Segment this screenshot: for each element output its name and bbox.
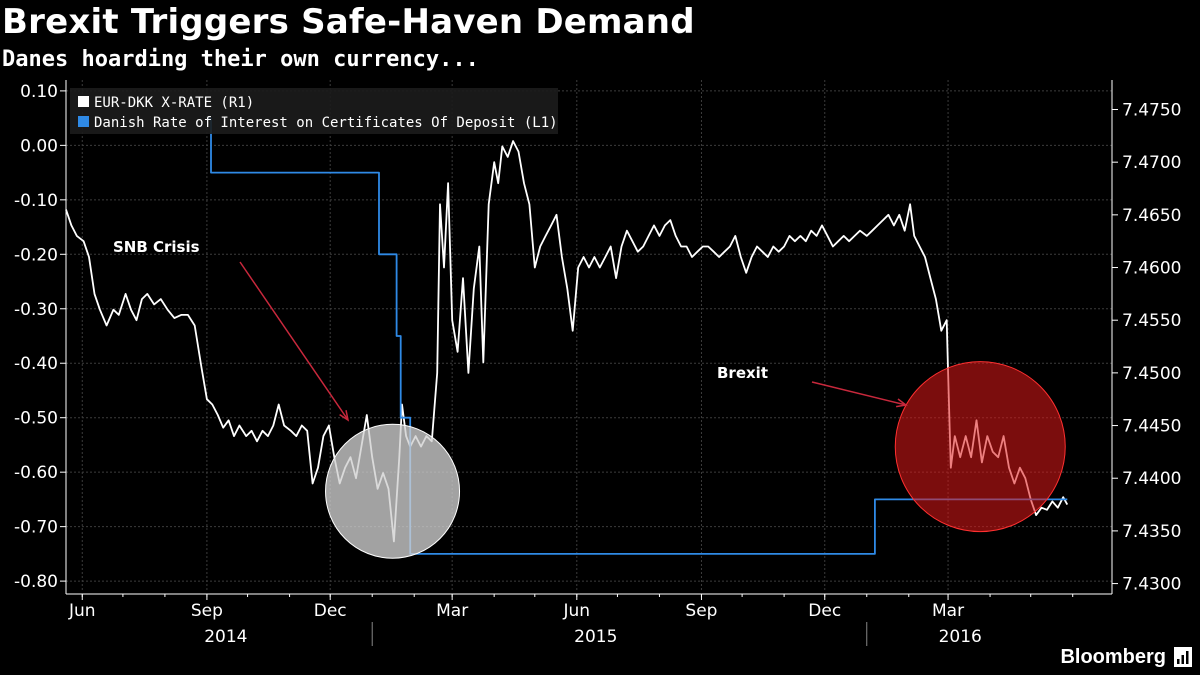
axes: 0.10 0.00 -0.10 -0.20 -0.30 -0.40 -0.50 -0.60 -0… xyxy=(14,80,1181,647)
x-tick-label: Dec xyxy=(314,601,347,621)
right-tick-label: 7.4750 xyxy=(1122,100,1181,120)
right-tick-label: 7.4600 xyxy=(1122,259,1181,279)
right-tick-label: 7.4550 xyxy=(1122,311,1181,331)
left-tick-label: -0.40 xyxy=(14,354,58,374)
legend: EUR-DKK X-RATE (R1) Danish Rate of Intere… xyxy=(70,88,558,134)
chart-title: Brexit Triggers Safe-Haven Demand xyxy=(2,2,695,42)
left-tick-label: -0.30 xyxy=(14,300,58,320)
series-line-cd-rate xyxy=(206,117,1068,555)
year-label: 2015 xyxy=(574,627,617,647)
left-tick-label: -0.20 xyxy=(14,245,58,265)
annotation-snb-crisis: SNB Crisis xyxy=(113,238,200,256)
x-tick-label: Mar xyxy=(932,601,964,621)
series-line-eur-dkk xyxy=(65,140,1069,543)
annotation-arrow-snb xyxy=(239,261,349,421)
x-tick-label: Mar xyxy=(436,601,468,621)
right-tick-label: 7.4300 xyxy=(1122,575,1181,595)
brexit-highlight-circle xyxy=(894,361,1066,533)
annotations: SNB Crisis Brexit xyxy=(113,238,1066,559)
annotation-brexit: Brexit xyxy=(717,364,768,382)
right-tick-label: 7.4450 xyxy=(1122,417,1181,437)
legend-box xyxy=(70,88,558,134)
x-tick-label: Sep xyxy=(685,601,717,621)
annotation-arrow-snb-head xyxy=(339,410,350,422)
source-logo-text: Bloomberg xyxy=(1060,646,1166,668)
x-tick-label: Dec xyxy=(808,601,841,621)
legend-swatch xyxy=(78,116,89,127)
left-tick-label: 0.00 xyxy=(20,136,58,156)
legend-swatch xyxy=(78,96,89,107)
year-label: 2014 xyxy=(204,627,247,647)
legend-entry: Danish Rate of Interest on Certificates … xyxy=(94,115,558,131)
left-tick-label: -0.50 xyxy=(14,409,58,429)
left-tick-label: -0.70 xyxy=(14,518,58,538)
right-tick-label: 7.4500 xyxy=(1122,364,1181,384)
legend-entry: EUR-DKK X-RATE (R1) xyxy=(94,95,254,111)
grid xyxy=(66,80,1112,592)
left-tick-label: -0.10 xyxy=(14,191,58,211)
bloomberg-terminal-icon xyxy=(1174,647,1192,667)
right-tick-label: 7.4350 xyxy=(1122,522,1181,542)
x-tick-label: Sep xyxy=(191,601,223,621)
right-tick-label: 7.4400 xyxy=(1122,469,1181,489)
chart-subtitle: Danes hoarding their own currency... xyxy=(2,47,479,72)
series-layer xyxy=(65,117,1069,555)
right-tick-label: 7.4700 xyxy=(1122,153,1181,173)
left-tick-label: -0.60 xyxy=(14,463,58,483)
left-tick-label: -0.80 xyxy=(14,572,58,592)
x-tick-label: Jun xyxy=(68,601,96,621)
annotation-arrow-brexit xyxy=(811,381,907,406)
snb-crisis-highlight-circle xyxy=(325,423,461,559)
annotation-arrow-brexit-head xyxy=(896,398,908,408)
year-label: 2016 xyxy=(939,627,982,647)
right-tick-label: 7.4650 xyxy=(1122,206,1181,226)
x-tick-label: Jun xyxy=(563,601,591,621)
left-tick-label: 0.10 xyxy=(20,82,58,102)
